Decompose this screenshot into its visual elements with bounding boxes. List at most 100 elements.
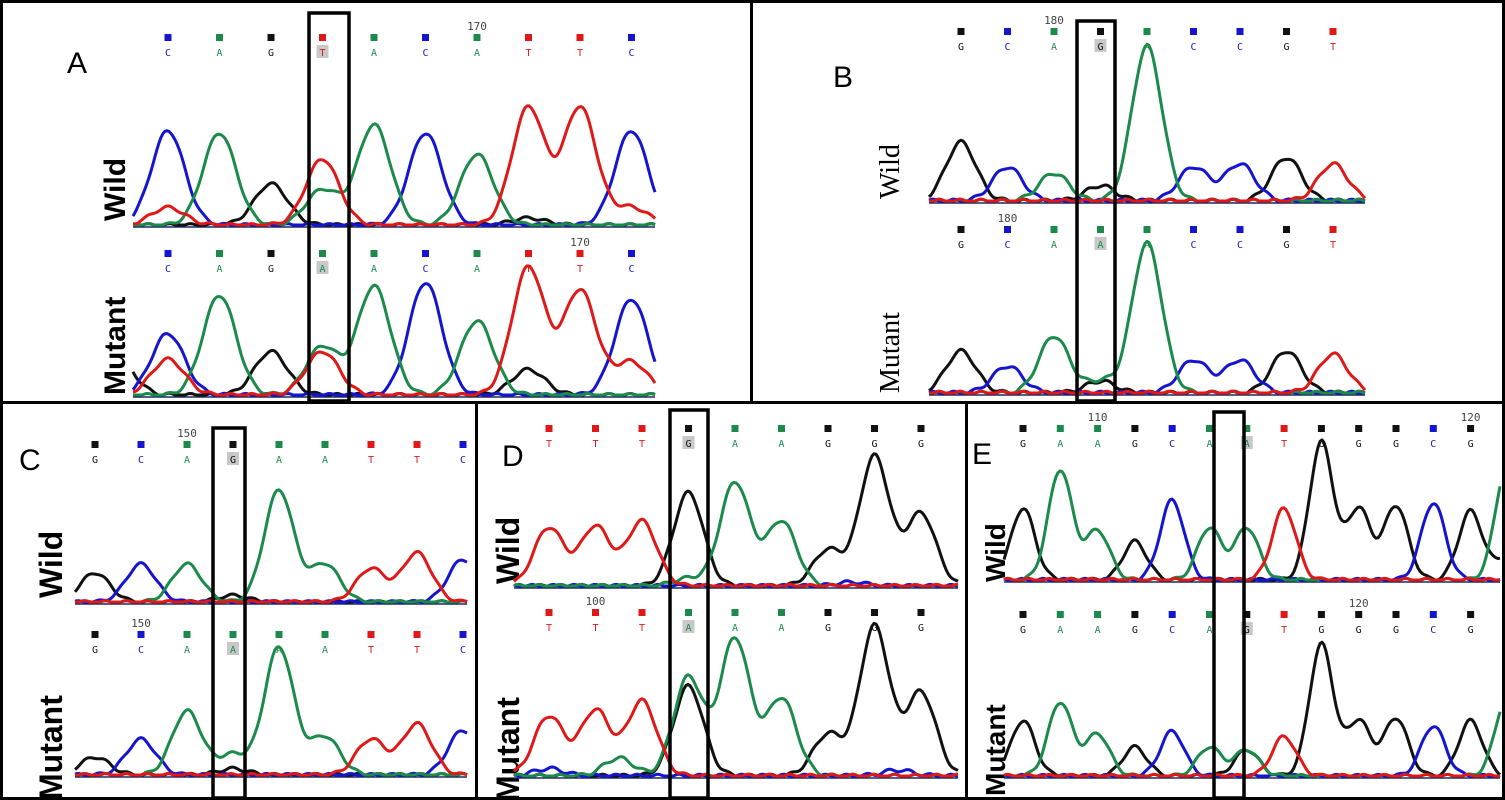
quality-marker [824, 609, 832, 616]
trace-A [133, 283, 656, 397]
trace-A [1003, 701, 1502, 778]
trace-A [133, 122, 656, 227]
position-label: 150 [177, 427, 197, 440]
quality-marker [1355, 425, 1363, 432]
position-label: 170 [570, 236, 590, 249]
quality-marker [1004, 28, 1011, 35]
trace-A [75, 488, 468, 604]
base-call: A [1095, 625, 1101, 636]
trace-C [74, 729, 468, 777]
quality-marker [628, 34, 635, 41]
base-call: G [685, 439, 691, 450]
trace-row-mutant: C A G A A C A T T C 170 [131, 236, 657, 398]
base-call: G [1393, 439, 1399, 450]
trace-T [132, 264, 657, 397]
quality-marker [473, 250, 481, 257]
base-call: A [216, 48, 222, 59]
base-call: C [628, 48, 634, 59]
base-call: C [460, 455, 466, 466]
trace-T [75, 720, 468, 777]
quality-marker [957, 28, 965, 35]
base-call: A [276, 645, 282, 656]
base-call: G [871, 623, 877, 634]
highlight-bg [227, 642, 239, 655]
quality-marker [459, 441, 467, 448]
quality-marker [545, 425, 553, 432]
trace-C [74, 558, 468, 604]
base-call: A [322, 645, 328, 656]
base-call: T [577, 264, 583, 275]
base-call: C [460, 645, 466, 656]
base-call: T [319, 48, 325, 59]
quality-marker [638, 609, 646, 616]
base-call: A [371, 264, 377, 275]
panel-letter: D [502, 440, 524, 473]
quality-marker [321, 631, 329, 638]
quality-marker [1050, 28, 1058, 35]
mutation-highlight-box [307, 11, 351, 401]
base-call: G [1356, 439, 1362, 450]
quality-marker [275, 441, 283, 448]
base-call: A [230, 645, 236, 656]
quality-marker [1467, 425, 1475, 432]
base-call: C [1237, 240, 1243, 251]
base-call: C [1169, 439, 1175, 450]
position-label: 180 [998, 212, 1018, 225]
base-call: A [322, 455, 328, 466]
quality-marker [1131, 611, 1139, 618]
quality-marker [1094, 611, 1102, 618]
quality-marker [413, 441, 421, 448]
base-call: C [165, 48, 171, 59]
trace-G [513, 452, 959, 588]
quality-marker [422, 34, 429, 41]
base-call: A [216, 264, 222, 275]
quality-marker [731, 425, 739, 432]
base-call: G [958, 42, 964, 53]
base-call: T [639, 623, 645, 634]
base-call: G [1468, 625, 1474, 636]
base-call: A [1057, 439, 1063, 450]
highlight-bg [316, 45, 329, 58]
quality-marker [183, 631, 191, 638]
base-call: T [368, 455, 374, 466]
base-call: T [546, 439, 552, 450]
quality-marker [137, 441, 145, 448]
base-call: C [1004, 240, 1010, 251]
quality-marker [1019, 611, 1027, 618]
quality-marker [1143, 28, 1151, 35]
quality-marker [319, 250, 326, 257]
base-call: A [1144, 240, 1150, 251]
quality-marker [422, 250, 429, 257]
quality-marker [525, 250, 532, 257]
base-call: T [525, 264, 531, 275]
base-call: C [1004, 42, 1010, 53]
quality-marker [1131, 425, 1139, 432]
base-call: G [1393, 625, 1399, 636]
quality-marker [1190, 28, 1197, 35]
base-call: T [592, 623, 598, 634]
quality-marker [592, 425, 599, 432]
quality-marker [1355, 611, 1363, 618]
base-call: A [1051, 42, 1057, 53]
panel-a: A Wild Mutant C A G T A C A T T C 170 C A G A A C A T T C 170 [0, 0, 753, 404]
base-call: G [825, 439, 831, 450]
quality-marker [1168, 611, 1176, 618]
mutation-highlight-box [1212, 410, 1246, 797]
quality-marker [917, 425, 925, 432]
base-call: G [918, 439, 924, 450]
base-call: C [1190, 240, 1196, 251]
base-call: T [1330, 42, 1336, 53]
quality-marker [267, 250, 275, 257]
quality-marker [91, 441, 99, 448]
base-call: A [778, 623, 784, 634]
highlight-bg [1094, 237, 1107, 250]
base-call: C [1237, 42, 1243, 53]
base-call: T [592, 439, 598, 450]
base-call: T [368, 645, 374, 656]
base-call: C [165, 264, 171, 275]
base-call: T [639, 439, 645, 450]
trace-row-mutant: T T T A A A G G G 100 [512, 595, 959, 779]
trace-G [133, 181, 656, 227]
quality-marker [1243, 425, 1251, 432]
base-call: G [1020, 625, 1026, 636]
